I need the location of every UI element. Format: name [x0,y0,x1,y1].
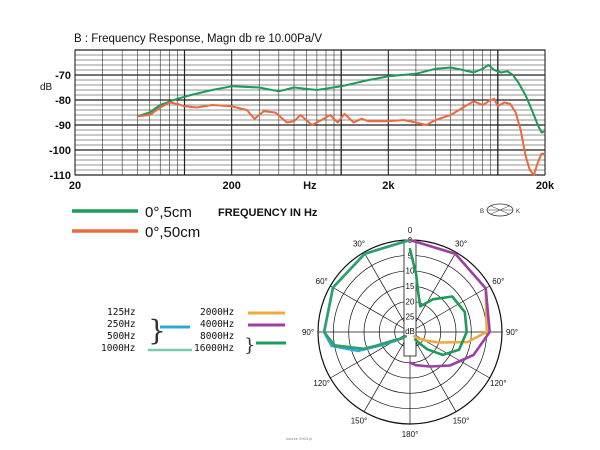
band-label-125: 125Hz [107,307,136,318]
svg-text:B: B [480,209,484,215]
band-label-8000: 8000Hz [200,331,234,342]
polar-angle-label: 150° [453,416,470,425]
chart-title: B : Frequency Response, Magn db re 10.00… [74,33,322,45]
band-label-16000: 16000Hz [194,343,234,354]
polar-angle-label: 60° [316,277,328,286]
plot-frame [74,49,546,176]
polar-legend: 125Hz 250Hz 500Hz 1000Hz 2000Hz 4000Hz 8… [101,307,286,356]
y-tick-label: -100 [49,145,71,157]
brace-left: } [148,314,166,347]
band-label-1000: 1000Hz [101,343,135,354]
ring-label: 25 [406,313,415,322]
polar-spoke [330,285,411,333]
polar-angle-label: 30° [455,240,467,249]
frequency-response-grid [74,49,546,176]
polar-unit-label: dB [405,327,415,336]
band-label-2000: 2000Hz [200,307,234,318]
polar-angle-label: 90° [302,328,314,337]
polar-angle-label: 150° [351,416,368,425]
polar-spoke [409,285,490,333]
ring-label: 5 [408,251,413,260]
ring-label: 10 [406,267,415,276]
polar-series-3 [408,238,491,368]
x-tick-label: Hz [303,180,317,192]
x-tick-label: 20k [536,180,555,192]
series-line-0 [137,64,546,134]
band-label-250: 250Hz [107,319,136,330]
legend-label-50cm: 0°,50cm [145,224,200,241]
frequency-response-series [137,64,546,176]
polar-angle-label: 180° [402,430,419,439]
x-tick-label: 20 [69,180,81,192]
polar-spoke [363,331,411,412]
x-tick-labels: 20 200 Hz 2k 20k [69,180,555,192]
logo-mark: B K [480,203,520,217]
x-tick-label: 2k [382,180,395,192]
series-line-1 [137,97,545,176]
polar-angle-label: 120° [490,379,507,388]
y-tick-labels: -70 -80 -90 -100 -110 [49,70,71,182]
y-tick-label: -70 [55,70,71,82]
polar-angle-label: 30° [353,240,365,249]
polar-angle-label: 120° [313,379,330,388]
polar-spoke [409,331,457,412]
polar-spoke [363,252,411,333]
band-label-500: 500Hz [107,331,136,342]
polar-series-1 [322,238,412,351]
footer-text: source 4903.pl [286,436,312,441]
svg-text:K: K [516,209,520,215]
polar-angle-label: 0 [408,226,413,235]
y-tick-label: -80 [55,95,71,107]
legend-caption: FREQUENCY IN Hz [218,207,318,219]
polar-angle-label: 90° [506,328,518,337]
band-label-4000: 4000Hz [200,319,234,330]
polar-angle-label: 60° [492,277,504,286]
legend-label-5cm: 0°,5cm [145,204,192,221]
polar-series-4 [408,247,468,357]
ring-label: 20 [406,297,415,306]
x-tick-label: 200 [222,180,240,192]
y-tick-label: -90 [55,120,71,132]
ring-label: 15 [406,282,415,291]
y-axis-label: dB [40,82,53,93]
legend: 0°,5cm 0°,50cm FREQUENCY IN Hz [72,204,318,241]
y-tick-label: -110 [50,170,71,182]
brace-right: } [244,335,255,356]
polar-spoke [409,252,457,333]
